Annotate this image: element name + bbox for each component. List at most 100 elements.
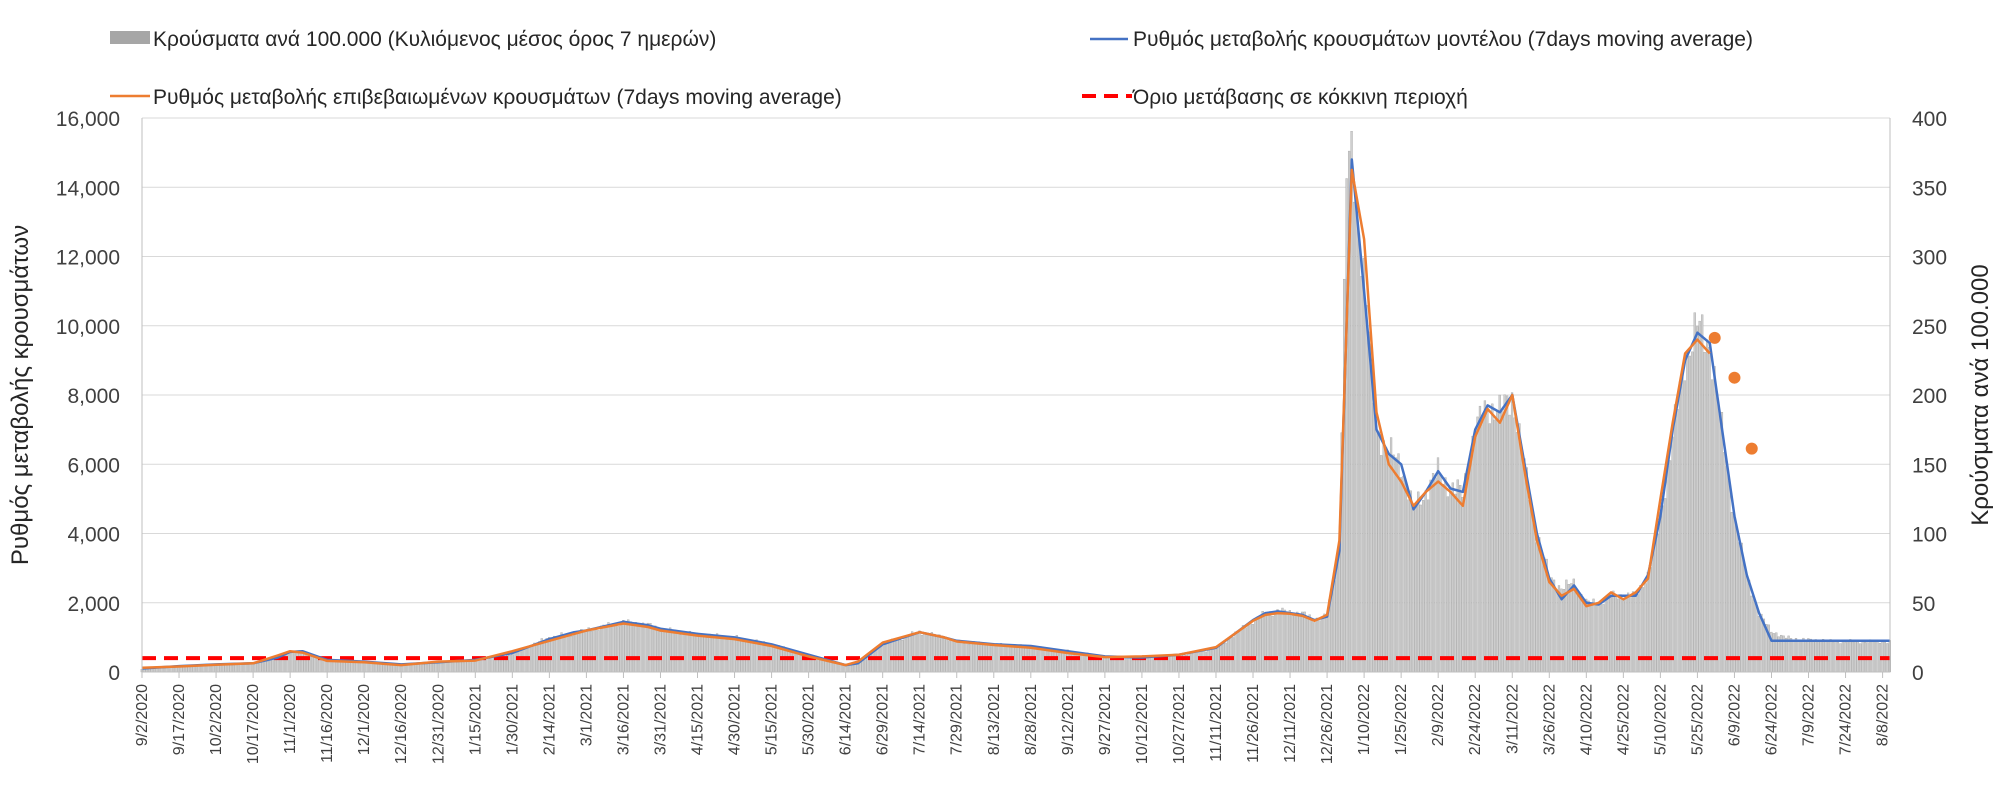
bar <box>1755 605 1758 673</box>
bar <box>1580 593 1583 673</box>
bar <box>1518 423 1521 673</box>
bar <box>671 631 674 673</box>
bar <box>1807 638 1810 673</box>
bar <box>1814 639 1817 673</box>
bar <box>232 664 235 673</box>
bar <box>975 643 978 673</box>
confirmed-point <box>1745 442 1758 455</box>
bar <box>1271 615 1274 673</box>
bar <box>928 635 931 673</box>
bar <box>1214 646 1217 673</box>
bar <box>994 644 998 673</box>
bar <box>639 625 642 673</box>
bar <box>535 642 538 673</box>
bar <box>886 642 889 673</box>
legend-model-label: Ρυθμός μεταβολής κρουσμάτων μοντέλου (7d… <box>1133 28 1753 51</box>
bar <box>355 662 358 673</box>
bar <box>1217 646 1220 673</box>
bar <box>730 636 734 673</box>
bar <box>1720 412 1724 673</box>
bar <box>1634 593 1637 673</box>
bar <box>429 662 432 673</box>
bar <box>1273 612 1277 673</box>
y-left-tick-label: 4,000 <box>67 524 120 547</box>
bar <box>1404 482 1408 673</box>
bar <box>1530 504 1533 673</box>
x-tick-label: 4/25/2022 <box>1615 684 1632 755</box>
bar <box>1617 598 1620 673</box>
bar <box>834 662 837 673</box>
bar <box>380 663 383 673</box>
bar <box>1664 498 1667 673</box>
bar <box>353 661 356 673</box>
x-tick-label: 12/16/2020 <box>393 684 410 764</box>
bar <box>1377 431 1380 673</box>
bar <box>491 657 494 673</box>
bar <box>587 627 590 673</box>
bar <box>590 630 593 673</box>
bar <box>530 646 534 673</box>
bar <box>1829 639 1832 673</box>
bar <box>624 623 627 673</box>
x-tick-label: 2/14/2021 <box>541 684 558 755</box>
bar <box>1056 651 1059 673</box>
bar <box>478 659 482 673</box>
bar <box>1286 613 1289 673</box>
bar <box>1525 467 1529 673</box>
bar <box>1239 629 1242 673</box>
x-tick-label: 12/26/2021 <box>1319 684 1336 764</box>
bar <box>1543 557 1546 673</box>
x-tick-label: 3/31/2021 <box>652 684 669 755</box>
bar <box>1172 655 1175 673</box>
bar <box>1310 618 1314 673</box>
bar <box>1407 499 1410 673</box>
bar <box>664 631 667 673</box>
bar <box>891 638 894 673</box>
bar <box>239 664 242 673</box>
bar <box>861 659 864 673</box>
x-tick-label: 9/12/2021 <box>1060 684 1077 755</box>
y-right-tick-label: 350 <box>1912 177 1947 200</box>
bar <box>1261 611 1264 673</box>
bar <box>1402 475 1405 673</box>
bar <box>1103 657 1106 673</box>
bar <box>261 661 264 673</box>
bar <box>918 630 921 673</box>
y-right-tick-label: 150 <box>1912 454 1947 477</box>
bar <box>1733 515 1736 673</box>
bar <box>488 658 492 673</box>
bar <box>1654 534 1657 673</box>
bar <box>1441 484 1445 673</box>
bar <box>1752 599 1756 673</box>
bar <box>1148 656 1151 673</box>
bar <box>943 638 946 673</box>
bar <box>1461 497 1464 673</box>
bar <box>219 665 222 673</box>
bar <box>1513 417 1516 673</box>
bar <box>1293 615 1296 673</box>
bar <box>1743 562 1746 673</box>
bar <box>1826 639 1830 673</box>
bar <box>1792 639 1795 673</box>
bar <box>1019 644 1022 673</box>
bar <box>646 622 650 673</box>
bar <box>1713 366 1716 673</box>
bar <box>157 667 161 673</box>
bar <box>1054 649 1057 673</box>
bar <box>669 627 672 673</box>
bar <box>617 626 620 673</box>
bar <box>997 643 1000 673</box>
bar <box>1471 435 1474 673</box>
bar <box>602 624 605 673</box>
x-tick-label: 11/26/2021 <box>1245 684 1262 763</box>
bar <box>1446 496 1450 673</box>
x-tick-label: 3/16/2021 <box>615 684 632 755</box>
bar <box>1044 648 1047 673</box>
bar <box>1308 614 1311 673</box>
bar <box>1417 491 1420 673</box>
bar <box>1229 637 1232 673</box>
bar <box>251 663 255 673</box>
x-tick-label: 5/30/2021 <box>801 684 818 755</box>
bar <box>1701 314 1704 673</box>
bar <box>1520 451 1524 673</box>
